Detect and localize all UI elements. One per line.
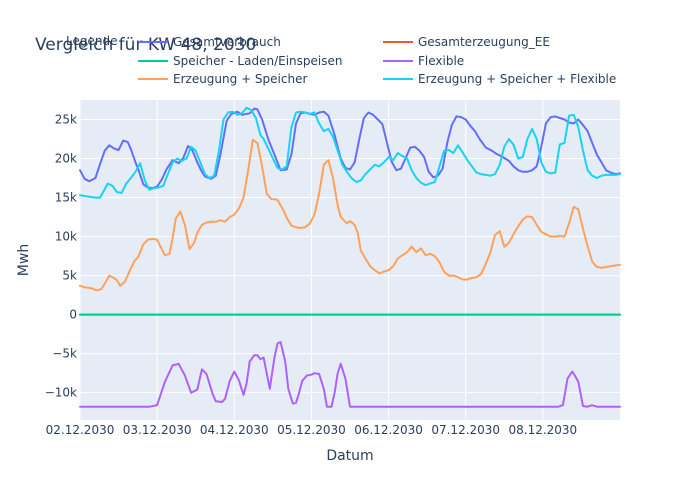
series-line-4[interactable] [79, 341, 621, 408]
x-tick-label: 07.12.2030 [431, 423, 500, 437]
legend-label: Gesamtverbrauch [173, 35, 281, 49]
legend-label: Erzeugung + Speicher + Flexible [418, 72, 616, 86]
plot-area [80, 100, 620, 420]
y-tick-label: 20k [55, 152, 77, 166]
legend-title: Legende [66, 34, 117, 48]
legend-item-5[interactable]: Erzeugung + Speicher [138, 72, 307, 86]
y-tick-label: 15k [55, 191, 77, 205]
series-group [79, 106, 621, 408]
y-tick-label: −5k [52, 347, 77, 361]
legend-item-6[interactable]: Erzeugung + Speicher + Flexible [383, 72, 616, 86]
y-tick-label: −10k [45, 386, 77, 400]
legend-item-3[interactable]: Speicher - Laden/Einspeisen [138, 54, 342, 68]
legend-label: Erzeugung + Speicher [173, 72, 307, 86]
series-line-6[interactable] [79, 106, 621, 199]
series-line-1[interactable] [79, 107, 621, 190]
y-axis-title: Mwh [16, 244, 32, 276]
y-tick-label: 0 [69, 308, 77, 322]
x-tick-label: 04.12.2030 [200, 423, 269, 437]
y-tick-label: 5k [62, 269, 77, 283]
grid [79, 100, 620, 420]
series-line-5[interactable] [79, 138, 621, 292]
legend-item-1[interactable]: Gesamtverbrauch [138, 35, 281, 49]
x-tick-label: 03.12.2030 [123, 423, 192, 437]
x-axis-ticks: 02.12.2030 03.12.2030 04.12.2030 05.12.2030… [46, 423, 578, 437]
y-tick-label: 10k [55, 230, 77, 244]
legend-label: Speicher - Laden/Einspeisen [173, 54, 342, 68]
legend[interactable]: Legende Gesamtverbrauch Gesamterzeugung_E… [66, 34, 616, 86]
x-tick-label: 06.12.2030 [354, 423, 423, 437]
legend-label: Gesamterzeugung_EE [418, 35, 550, 49]
y-axis-ticks: −10k −5k 0 5k 10k 15k 20k 25k [45, 113, 77, 400]
legend-item-4[interactable]: Flexible [383, 54, 464, 68]
chart-title: Vergleich für KW 48, 2030 [35, 35, 256, 55]
x-tick-label: 05.12.2030 [277, 423, 346, 437]
legend-label: Flexible [418, 54, 464, 68]
legend-item-2[interactable]: Gesamterzeugung_EE [383, 35, 550, 49]
x-tick-label: 02.12.2030 [46, 423, 115, 437]
x-axis-title: Datum [326, 448, 373, 464]
y-tick-label: 25k [55, 113, 77, 127]
x-tick-label: 08.12.2030 [508, 423, 577, 437]
